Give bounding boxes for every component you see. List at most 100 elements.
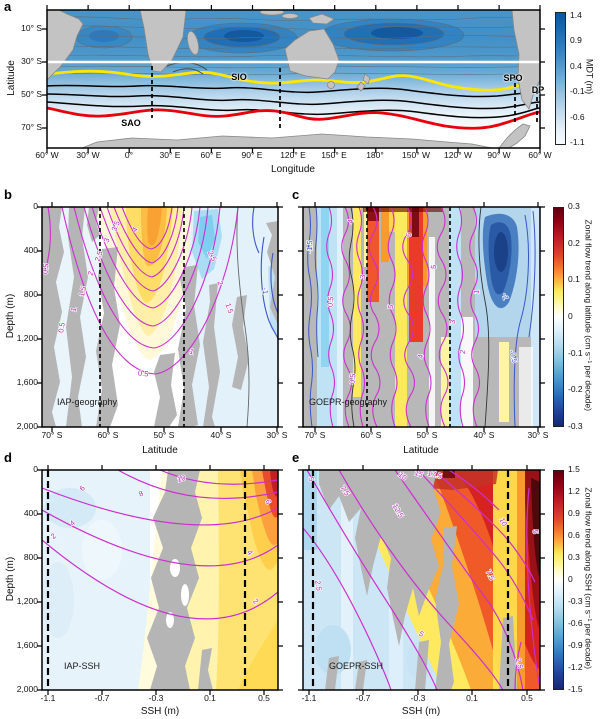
a-xtick: 120° E xyxy=(280,150,306,160)
b-dataset-label: IAP-geography xyxy=(57,397,118,407)
ssh-trend-colorbar xyxy=(553,470,564,690)
d-xtick: -0.7 xyxy=(94,693,110,703)
c-cbar-tick: 0.3 xyxy=(568,201,580,211)
e-xlabel: SSH (m) xyxy=(401,706,441,717)
svg-text:5: 5 xyxy=(429,264,438,269)
panel-b-frame xyxy=(41,206,279,428)
e-cbar-tick: 1.5 xyxy=(568,464,580,474)
e-xtick: -1.1 xyxy=(301,693,317,703)
zero-contour xyxy=(236,207,250,427)
e-cbar-tick: -0.3 xyxy=(568,596,583,606)
d-ylabel: Depth (m) xyxy=(5,556,16,602)
antarctic-peninsula xyxy=(498,123,531,148)
africa xyxy=(139,10,187,73)
svg-text:0.5: 0.5 xyxy=(326,296,336,307)
panel-c-ticks xyxy=(298,202,545,432)
a-ylabel: Latitude xyxy=(6,60,17,96)
section-label-sio: SIO xyxy=(231,72,247,82)
australia xyxy=(284,28,340,80)
e-dataset-label: GOEPR-SSH xyxy=(329,661,384,671)
b-ytick: 2,000 xyxy=(16,421,38,431)
madagascar xyxy=(186,30,200,56)
c-cbar-label: Zonal flow trend along latitude (cm s⁻¹ … xyxy=(583,219,594,412)
svg-text:2.5: 2.5 xyxy=(514,657,525,669)
svg-text:5: 5 xyxy=(417,629,426,639)
new-guinea xyxy=(308,13,335,25)
svg-text:3: 3 xyxy=(102,237,112,244)
section-lines xyxy=(151,66,538,128)
contour-labels: 2 4 6 8 10 6 4 2 xyxy=(48,472,274,606)
d-xtick: -0.3 xyxy=(148,693,164,703)
a-ytick: 50° S xyxy=(21,89,42,99)
contour-labels: -1.5 -1 -0.5 0.5 4 3 5 6 5 4 3 2 1 0.5 xyxy=(304,218,520,385)
c-xtick: 40° S xyxy=(473,430,495,440)
c-xtick: 70° S xyxy=(304,430,326,440)
b-ylabel: Depth (m) xyxy=(5,293,16,339)
mdt-colorbar xyxy=(555,12,566,145)
a-ytick: 10° S xyxy=(21,23,42,33)
land-masses xyxy=(47,10,540,148)
mdt-cbar-label: MDT (m) xyxy=(584,58,595,95)
c-cbar-tick: 0.2 xyxy=(568,238,580,248)
contour-labels: 4 3.5 3 2.5 2 1.5 1 0.5 0.5 2.5 2 1.5 1 … xyxy=(42,219,271,379)
dashed-lines xyxy=(99,207,185,427)
d-ytick: 400 xyxy=(23,508,38,518)
section-label-sao: SAO xyxy=(121,118,141,128)
panel-e-section: 5 7.5 10 12.5 15 17.5 2.5 5 7.5 10 5 2.5 xyxy=(298,465,545,695)
d-xtick: 0.1 xyxy=(204,693,216,703)
panel-b-section: 4 3.5 3 2.5 2 1.5 1 0.5 0.5 2.5 2 1.5 1 … xyxy=(37,202,283,432)
b-xtick: 40° S xyxy=(210,430,232,440)
svg-text:-1: -1 xyxy=(261,287,271,294)
shading-holes xyxy=(166,559,189,628)
svg-text:2: 2 xyxy=(215,279,225,286)
a-ytick: 30° S xyxy=(21,56,42,66)
new-zealand xyxy=(356,73,371,92)
a-xtick: 60° W xyxy=(35,150,59,160)
svg-text:15: 15 xyxy=(413,468,424,479)
c-dataset-label: GOEPR-geography xyxy=(309,397,388,407)
svg-text:5: 5 xyxy=(386,304,395,309)
b-xtick: 30° S xyxy=(266,430,288,440)
e-xtick: -0.3 xyxy=(410,693,426,703)
south-america-east xyxy=(511,10,540,110)
a-xtick: 150° W xyxy=(402,150,430,160)
svg-text:2: 2 xyxy=(458,349,467,354)
panel-e-ticks xyxy=(298,465,545,695)
svg-text:1: 1 xyxy=(188,347,194,357)
a-xtick: 60° W xyxy=(528,150,552,160)
c-xtick: 60° S xyxy=(360,430,382,440)
d-ytick: 0 xyxy=(33,464,38,474)
c-xtick: 30° S xyxy=(527,430,549,440)
c-xtick: 50° S xyxy=(416,430,438,440)
front-black xyxy=(47,84,540,119)
panel-letter-a: a xyxy=(4,0,12,14)
mdt-cbar-tick: 0.4 xyxy=(570,61,582,71)
positive-contours xyxy=(44,207,239,375)
panel-d-section: 2 4 6 8 10 6 4 2 xyxy=(37,465,283,695)
c-cbar-tick: -0.2 xyxy=(568,384,583,394)
a-ytick: 70° S xyxy=(21,122,42,132)
a-xtick: 30° W xyxy=(76,150,100,160)
svg-text:2: 2 xyxy=(251,597,260,606)
d-dataset-label: IAP-SSH xyxy=(64,661,101,671)
svg-text:2.5: 2.5 xyxy=(313,580,324,592)
svg-text:17.5: 17.5 xyxy=(426,468,442,480)
b-xlabel: Latitude xyxy=(142,445,178,456)
negative-contours xyxy=(307,207,536,427)
b-ytick: 1,600 xyxy=(16,377,38,387)
dashed-lines xyxy=(311,470,510,690)
b-ytick: 1,200 xyxy=(16,333,38,343)
svg-text:3: 3 xyxy=(358,274,367,279)
section-label-spo: SPO xyxy=(503,73,523,83)
b-xtick: 50° S xyxy=(153,430,175,440)
d-ytick: 2,000 xyxy=(16,684,38,694)
a-xtick: 180° xyxy=(366,150,384,160)
d-xtick: 0.5 xyxy=(258,693,270,703)
svg-text:0.5: 0.5 xyxy=(348,373,358,384)
d-ytick: 800 xyxy=(23,552,38,562)
svg-text:0.5: 0.5 xyxy=(56,322,67,334)
panel-c-frame xyxy=(302,206,541,428)
e-cbar-tick: -1.2 xyxy=(568,662,583,672)
a-xtick: 150° E xyxy=(321,150,347,160)
